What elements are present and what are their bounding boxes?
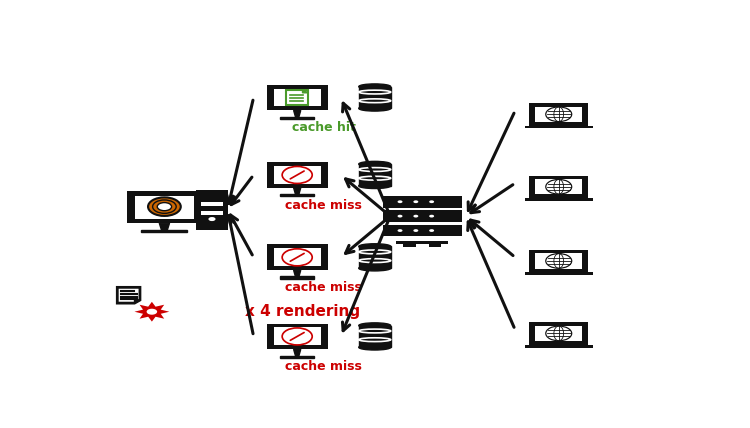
FancyBboxPatch shape bbox=[428, 244, 442, 247]
Circle shape bbox=[209, 217, 215, 221]
Text: cache miss: cache miss bbox=[286, 199, 362, 212]
Ellipse shape bbox=[358, 265, 391, 271]
Ellipse shape bbox=[358, 323, 391, 328]
FancyBboxPatch shape bbox=[524, 272, 593, 275]
Text: cache miss: cache miss bbox=[286, 360, 362, 373]
FancyBboxPatch shape bbox=[266, 85, 328, 110]
FancyBboxPatch shape bbox=[196, 190, 228, 230]
Polygon shape bbox=[294, 188, 301, 194]
Circle shape bbox=[148, 197, 181, 216]
FancyBboxPatch shape bbox=[142, 229, 188, 232]
FancyBboxPatch shape bbox=[201, 202, 223, 206]
Ellipse shape bbox=[358, 84, 391, 89]
Polygon shape bbox=[134, 302, 170, 321]
Circle shape bbox=[158, 202, 172, 211]
FancyBboxPatch shape bbox=[382, 210, 462, 222]
Text: x 4 rendering: x 4 rendering bbox=[244, 304, 360, 319]
FancyBboxPatch shape bbox=[280, 356, 314, 358]
Circle shape bbox=[546, 179, 572, 194]
FancyBboxPatch shape bbox=[382, 196, 462, 208]
FancyBboxPatch shape bbox=[382, 225, 462, 236]
Text: cache hit: cache hit bbox=[292, 121, 356, 134]
FancyBboxPatch shape bbox=[280, 276, 314, 279]
FancyBboxPatch shape bbox=[529, 103, 589, 125]
Ellipse shape bbox=[358, 161, 391, 167]
Circle shape bbox=[413, 215, 419, 217]
Circle shape bbox=[398, 200, 403, 203]
FancyBboxPatch shape bbox=[397, 241, 448, 244]
Circle shape bbox=[413, 200, 419, 203]
FancyBboxPatch shape bbox=[536, 253, 582, 268]
Circle shape bbox=[546, 253, 572, 268]
Circle shape bbox=[398, 229, 403, 232]
Polygon shape bbox=[358, 326, 391, 347]
Circle shape bbox=[429, 215, 434, 217]
Circle shape bbox=[282, 166, 312, 184]
FancyBboxPatch shape bbox=[266, 244, 328, 270]
Polygon shape bbox=[294, 349, 301, 356]
FancyBboxPatch shape bbox=[529, 175, 589, 198]
Polygon shape bbox=[358, 86, 391, 108]
Circle shape bbox=[282, 249, 312, 266]
FancyBboxPatch shape bbox=[536, 326, 582, 341]
FancyBboxPatch shape bbox=[266, 324, 328, 349]
FancyBboxPatch shape bbox=[135, 196, 194, 219]
FancyBboxPatch shape bbox=[536, 107, 582, 122]
Circle shape bbox=[546, 326, 572, 341]
Polygon shape bbox=[358, 164, 391, 186]
Circle shape bbox=[429, 200, 434, 203]
Ellipse shape bbox=[358, 183, 391, 189]
Ellipse shape bbox=[358, 106, 391, 111]
Polygon shape bbox=[294, 270, 301, 276]
Polygon shape bbox=[159, 223, 170, 229]
Ellipse shape bbox=[358, 244, 391, 249]
FancyBboxPatch shape bbox=[403, 244, 416, 247]
FancyBboxPatch shape bbox=[274, 248, 321, 266]
FancyBboxPatch shape bbox=[529, 322, 589, 345]
FancyBboxPatch shape bbox=[128, 191, 202, 223]
FancyBboxPatch shape bbox=[529, 250, 589, 272]
FancyBboxPatch shape bbox=[524, 198, 593, 201]
FancyBboxPatch shape bbox=[274, 89, 321, 107]
Circle shape bbox=[282, 328, 312, 345]
Ellipse shape bbox=[358, 345, 391, 350]
FancyBboxPatch shape bbox=[266, 162, 328, 188]
FancyBboxPatch shape bbox=[201, 211, 223, 215]
Text: cache miss: cache miss bbox=[286, 281, 362, 294]
Circle shape bbox=[429, 229, 434, 232]
Circle shape bbox=[413, 229, 419, 232]
Circle shape bbox=[546, 107, 572, 122]
Polygon shape bbox=[294, 110, 301, 117]
Polygon shape bbox=[302, 89, 308, 93]
FancyBboxPatch shape bbox=[286, 89, 308, 105]
FancyBboxPatch shape bbox=[280, 194, 314, 196]
FancyBboxPatch shape bbox=[274, 166, 321, 184]
FancyBboxPatch shape bbox=[524, 125, 593, 128]
FancyBboxPatch shape bbox=[536, 179, 582, 194]
FancyBboxPatch shape bbox=[274, 327, 321, 345]
FancyBboxPatch shape bbox=[280, 117, 314, 119]
Polygon shape bbox=[117, 287, 140, 303]
Polygon shape bbox=[134, 300, 140, 303]
Polygon shape bbox=[358, 247, 391, 268]
FancyBboxPatch shape bbox=[524, 345, 593, 348]
Circle shape bbox=[146, 309, 158, 315]
Circle shape bbox=[398, 215, 403, 217]
